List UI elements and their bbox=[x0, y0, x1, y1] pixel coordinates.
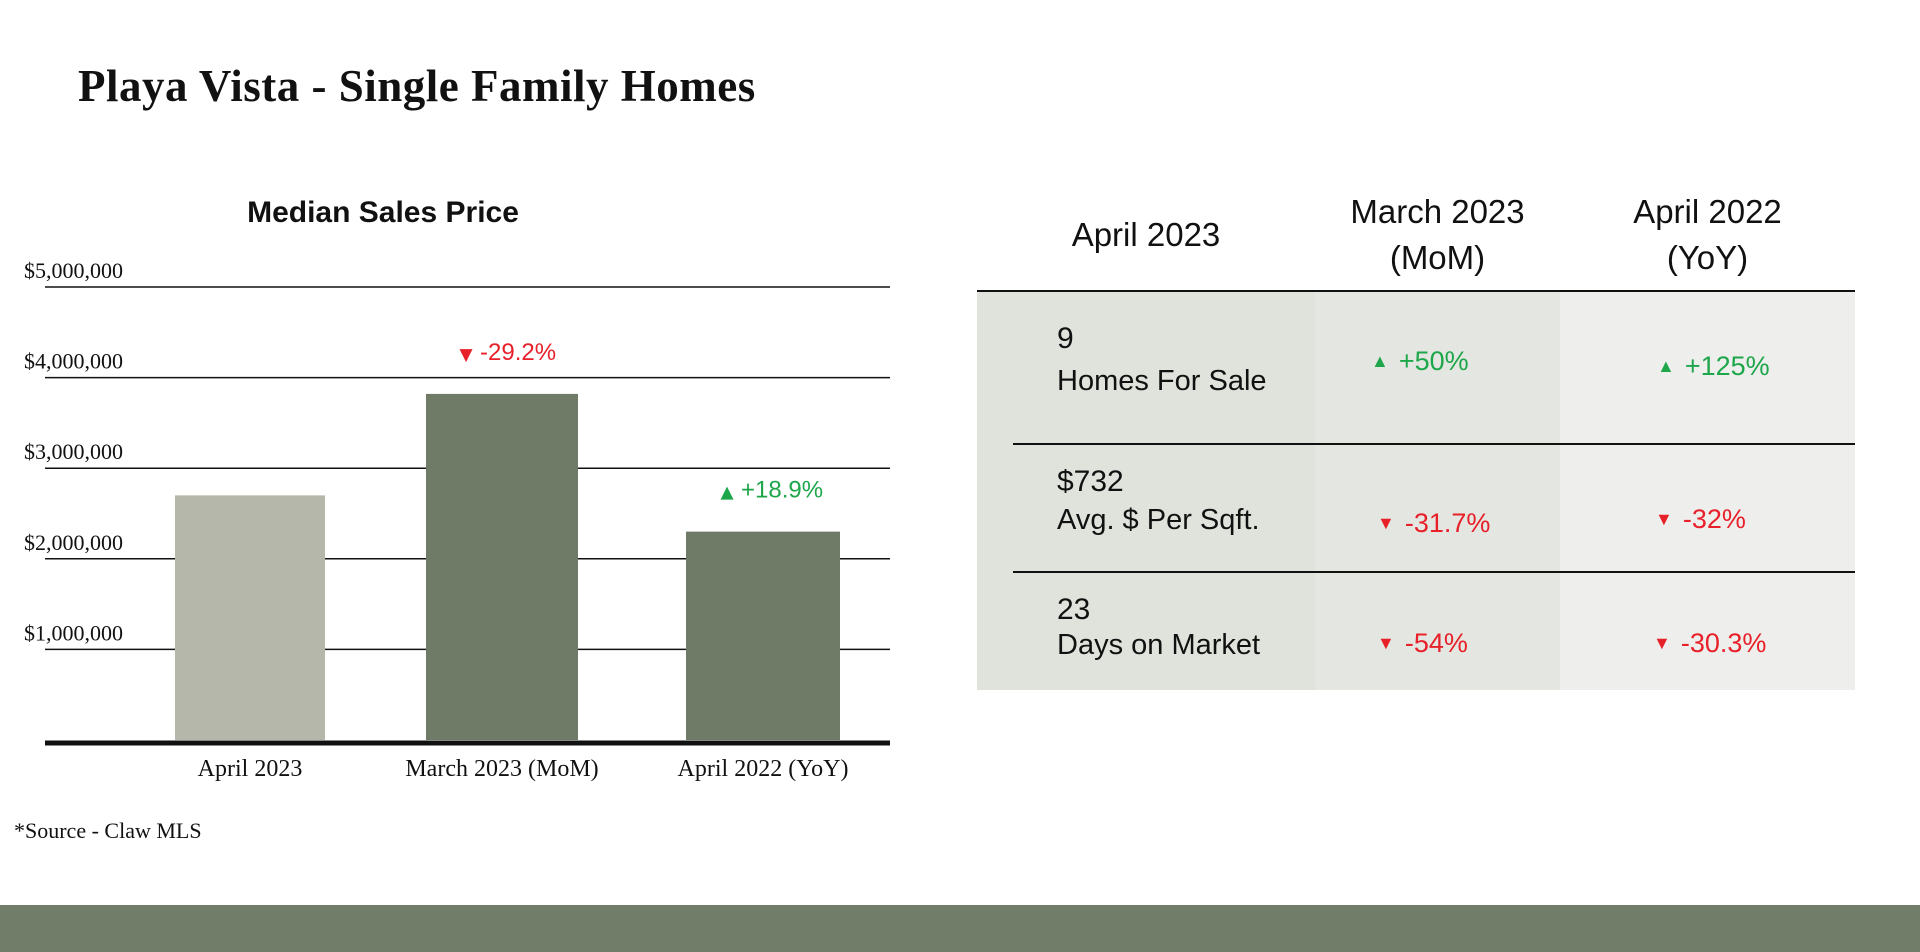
table-row-divider bbox=[1013, 571, 1855, 573]
x-tick-label: March 2023 (MoM) bbox=[405, 756, 598, 782]
days-on-market-yoy-change: ▼ -30.3% bbox=[1653, 628, 1766, 659]
x-tick-label: April 2023 bbox=[198, 756, 303, 782]
change-text: -32% bbox=[1682, 504, 1746, 534]
source-note: *Source - Claw MLS bbox=[14, 818, 202, 843]
bar bbox=[426, 393, 578, 740]
triangle-down-icon: ▼ bbox=[1377, 513, 1395, 533]
bar bbox=[686, 531, 840, 740]
avg-price-per-sqft-value: $732 bbox=[1057, 465, 1124, 498]
data-label: +18.9% bbox=[741, 477, 823, 504]
days-on-market-label: Days on Market bbox=[1057, 629, 1261, 661]
avg-price-per-sqft-label: Avg. $ Per Sqft. bbox=[1057, 504, 1260, 536]
y-tick-label: $3,000,000 bbox=[24, 439, 123, 464]
homes-for-sale-yoy-change: ▲ +125% bbox=[1657, 351, 1770, 382]
triangle-up-icon: ▲ bbox=[1657, 356, 1675, 376]
bar bbox=[175, 495, 325, 740]
days-on-market-value: 23 bbox=[1057, 593, 1091, 626]
x-tick-label: April 2022 (YoY) bbox=[678, 756, 849, 782]
change-text: -54% bbox=[1404, 628, 1468, 658]
avg-price-per-sqft-mom-change: ▼ -31.7% bbox=[1377, 508, 1490, 539]
homes-for-sale-value: 9 bbox=[1057, 322, 1074, 355]
homes-for-sale-label: Homes For Sale bbox=[1057, 365, 1267, 397]
table-column-bg bbox=[1315, 292, 1560, 690]
table-header-divider bbox=[977, 290, 1855, 292]
median-sales-price-chart: Median Sales Price $1,000,000 $2,000,000 $3… bbox=[24, 196, 890, 782]
table-row-divider bbox=[1013, 443, 1855, 445]
y-tick-label: $5,000,000 bbox=[24, 258, 123, 283]
table-column-bg bbox=[1560, 292, 1855, 690]
change-text: -30.3% bbox=[1680, 628, 1767, 658]
triangle-up-icon: ▲ bbox=[720, 483, 734, 503]
homes-for-sale-mom-change: ▲ +50% bbox=[1371, 346, 1469, 377]
table-header-march-2023: March 2023 (MoM) bbox=[1350, 193, 1525, 276]
triangle-down-icon: ▼ bbox=[1377, 633, 1395, 653]
triangle-down-icon: ▼ bbox=[459, 345, 473, 365]
table-header-april-2023: April 2023 bbox=[1071, 216, 1221, 253]
avg-price-per-sqft-yoy-change: ▼ -32% bbox=[1655, 504, 1746, 535]
y-tick-label: $2,000,000 bbox=[24, 530, 123, 555]
table-column-bg bbox=[977, 292, 1315, 690]
footer-band bbox=[0, 905, 1920, 952]
change-text: -31.7% bbox=[1404, 508, 1491, 538]
change-text: +50% bbox=[1398, 346, 1469, 376]
days-on-market-mom-change: ▼ -54% bbox=[1377, 628, 1468, 659]
y-tick-label: $4,000,000 bbox=[24, 349, 123, 374]
page-title: Playa Vista - Single Family Homes bbox=[78, 61, 756, 111]
triangle-down-icon: ▼ bbox=[1653, 633, 1671, 653]
triangle-up-icon: ▲ bbox=[1371, 351, 1389, 371]
data-label: -29.2% bbox=[480, 339, 556, 366]
y-tick-label: $1,000,000 bbox=[24, 620, 123, 645]
change-text: +125% bbox=[1684, 351, 1770, 381]
chart-title: Median Sales Price bbox=[247, 196, 519, 229]
triangle-down-icon: ▼ bbox=[1655, 509, 1673, 529]
table-header-april-2022: April 2022 (YoY) bbox=[1633, 193, 1782, 276]
